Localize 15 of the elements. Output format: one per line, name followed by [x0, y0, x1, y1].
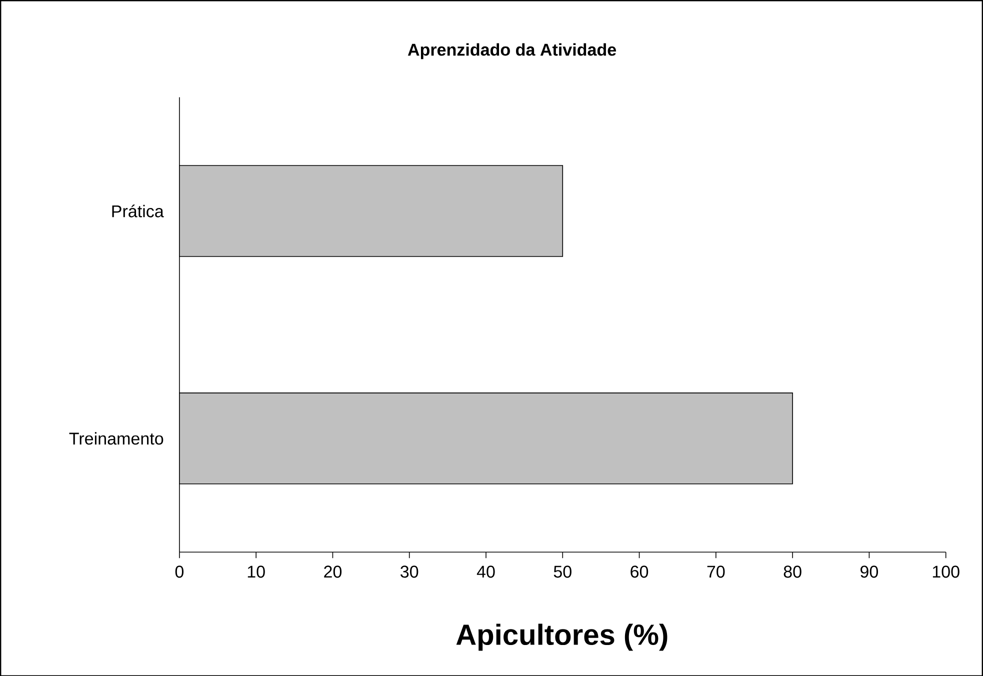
y-tick-label: Prática [112, 204, 164, 218]
x-tick-label: 90 [860, 565, 878, 578]
x-tick-label: 60 [630, 565, 648, 578]
x-tick-label: 100 [932, 565, 960, 578]
chart-title: Aprenzidado da Atividade [408, 43, 616, 59]
x-tick-label: 0 [175, 565, 184, 578]
x-tick-label: 50 [554, 565, 572, 578]
x-tick-label: 20 [324, 565, 342, 578]
x-tick-label: 70 [707, 565, 725, 578]
x-tick-label: 40 [476, 565, 495, 578]
x-tick-label: 10 [248, 565, 265, 578]
x-tick-label: 30 [400, 565, 418, 578]
y-tick-label: Treinamento [69, 432, 164, 444]
x-tick-label: 80 [784, 565, 802, 578]
x-axis-title: Apicultores (%) [456, 624, 668, 651]
